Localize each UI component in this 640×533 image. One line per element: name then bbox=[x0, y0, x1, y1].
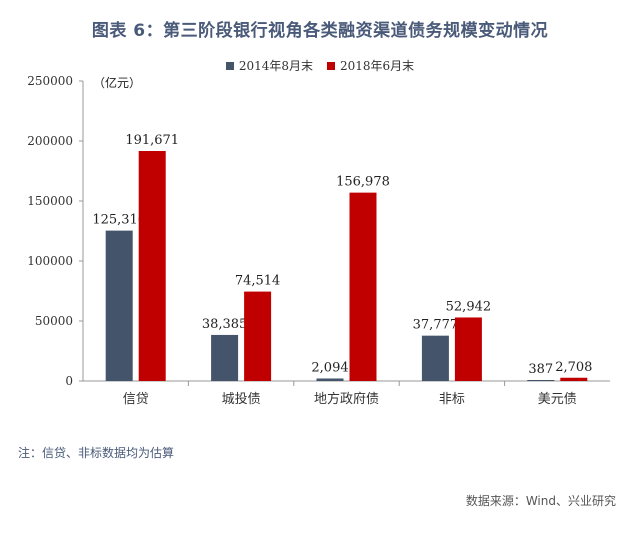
data-label: 2,708 bbox=[555, 360, 592, 375]
bar-chart: 0 50000 100000 150000 200000 250000 信贷 125,316 1… bbox=[27, 74, 610, 407]
x-tick-label: 城投债 bbox=[222, 391, 261, 407]
y-axis-unit: （亿元） bbox=[93, 76, 142, 90]
data-source: 数据来源：Wind、兴业研究 bbox=[465, 494, 616, 508]
y-tick-label: 100000 bbox=[27, 254, 73, 268]
data-label: 38,385 bbox=[202, 317, 248, 332]
bar-series2 bbox=[138, 150, 166, 381]
data-label: 2,094 bbox=[311, 360, 348, 375]
y-tick-label: 250000 bbox=[27, 74, 73, 88]
bar-series1 bbox=[211, 334, 239, 381]
bar-series2 bbox=[349, 192, 377, 381]
legend-item-series1: 2014年8月末 bbox=[225, 57, 313, 74]
y-tick-label: 150000 bbox=[27, 194, 73, 208]
legend: 2014年8月末 2018年6月末 bbox=[0, 57, 640, 74]
bar-series1 bbox=[105, 230, 133, 381]
data-label: 74,514 bbox=[235, 274, 281, 289]
bar-series1 bbox=[421, 335, 449, 381]
data-label: 156,978 bbox=[336, 175, 390, 190]
legend-label-series1: 2014年8月末 bbox=[238, 59, 313, 73]
legend-item-series2: 2018年6月末 bbox=[327, 57, 414, 74]
bar-series2 bbox=[244, 291, 272, 381]
x-tick-label: 信贷 bbox=[123, 392, 149, 407]
bar-series1 bbox=[316, 378, 344, 381]
legend-swatch-series1 bbox=[225, 61, 234, 70]
legend-label-series2: 2018年6月末 bbox=[340, 59, 415, 73]
chart-title: 图表 6：第三阶段银行视角各类融资渠道债务规模变动情况 bbox=[91, 21, 549, 41]
x-tick-label: 非标 bbox=[439, 392, 465, 407]
x-tick-label: 美元债 bbox=[538, 392, 577, 407]
data-label: 37,777 bbox=[413, 318, 459, 333]
y-tick-label: 200000 bbox=[27, 134, 73, 148]
data-label: 125,316 bbox=[92, 213, 146, 228]
data-label: 387 bbox=[528, 362, 553, 377]
y-tick-label: 0 bbox=[65, 374, 73, 388]
footnote: 注：信贷、非标数据均为估算 bbox=[18, 446, 175, 460]
legend-swatch-series2 bbox=[327, 61, 335, 70]
bar-series2 bbox=[560, 377, 588, 381]
bar-series2 bbox=[454, 317, 482, 381]
x-tick-label: 地方政府债 bbox=[314, 391, 379, 407]
data-label: 191,671 bbox=[125, 133, 179, 148]
data-label: 52,942 bbox=[446, 299, 492, 314]
bar-series1 bbox=[527, 380, 555, 381]
y-tick-label: 50000 bbox=[35, 314, 73, 328]
